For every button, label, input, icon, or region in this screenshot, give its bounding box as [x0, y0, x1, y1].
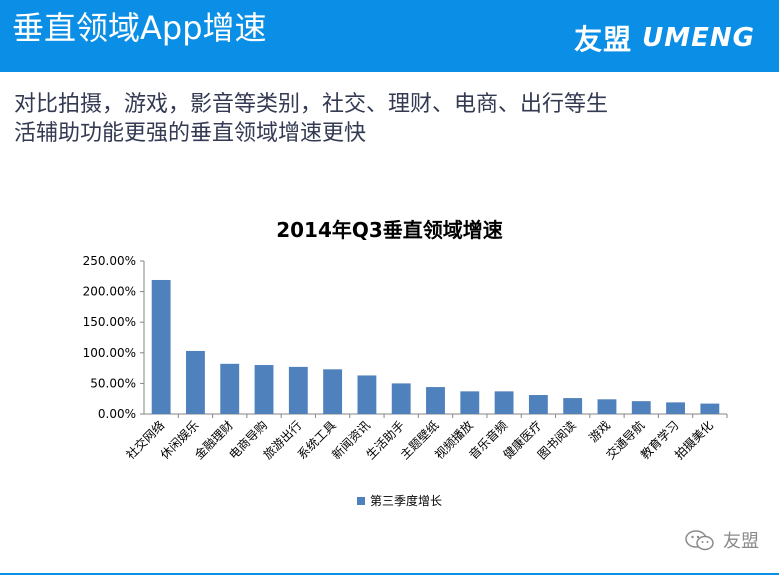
y-tick-label: 200.00% — [83, 285, 136, 299]
watermark-text: 友盟 — [723, 531, 759, 552]
bar — [666, 402, 685, 414]
bar — [254, 365, 274, 414]
bar — [288, 366, 308, 414]
header-bar: 垂直领域App增速 友盟 UMENG — [0, 0, 779, 72]
bar — [426, 387, 445, 414]
x-tick-label: 游戏 — [586, 418, 613, 445]
bar — [494, 391, 514, 414]
y-tick-label: 100.00% — [83, 346, 136, 360]
wechat-icon — [685, 530, 714, 551]
legend-swatch — [357, 496, 365, 505]
watermark: 友盟 — [685, 527, 759, 553]
bar — [563, 398, 583, 414]
page-title: 垂直领域App增速 — [12, 9, 267, 47]
chart-title: 2014年Q3垂直领域增速 — [276, 218, 503, 242]
chart-legend: 第三季度增长 — [357, 492, 442, 509]
bar — [528, 395, 548, 414]
logo-en-text: UMENG — [642, 23, 755, 53]
y-tick-label: 0.00% — [98, 407, 136, 421]
bar — [151, 279, 171, 414]
bar — [460, 391, 480, 414]
bar — [186, 350, 205, 414]
y-tick-label: 150.00% — [83, 315, 136, 329]
bar — [631, 401, 651, 414]
subtitle-line-1: 对比拍摄，游戏，影音等类别，社交、理财、电商、出行等生 — [14, 92, 609, 117]
umeng-logo: 友盟 UMENG — [574, 18, 755, 58]
subtitle-line-2: 活辅助功能更强的垂直领域增速更快 — [14, 121, 367, 146]
x-tick-label: 拍摄美化 — [671, 418, 716, 463]
bar — [391, 383, 411, 414]
y-tick-label: 50.00% — [90, 376, 136, 390]
bar — [700, 403, 720, 414]
bar — [597, 399, 617, 414]
bottom-divider — [0, 573, 779, 575]
subtitle: 对比拍摄，游戏，影音等类别，社交、理财、电商、出行等生 活辅助功能更强的垂直领域… — [14, 90, 754, 148]
logo-cn-text: 友盟 — [574, 23, 633, 56]
bar — [323, 369, 343, 414]
x-tick-label: 图书阅读 — [535, 418, 579, 462]
y-tick-label: 250.00% — [83, 254, 136, 268]
bar — [357, 375, 377, 414]
bar — [220, 363, 240, 414]
legend-label: 第三季度增长 — [370, 494, 443, 508]
